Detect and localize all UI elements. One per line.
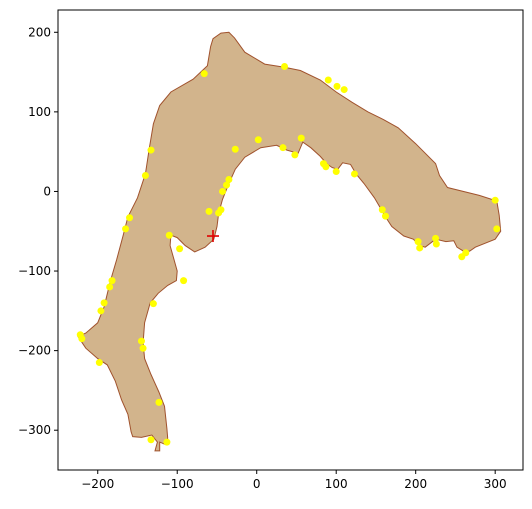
- data-point: [333, 82, 341, 90]
- region-polygon: [77, 31, 502, 452]
- data-point: [147, 146, 155, 154]
- data-point: [78, 335, 86, 343]
- x-tick-label: 200: [404, 477, 427, 491]
- data-point: [416, 244, 424, 252]
- data-point: [324, 76, 332, 84]
- x-tick-label: 0: [253, 477, 261, 491]
- data-point: [432, 240, 440, 248]
- data-point: [100, 299, 108, 307]
- data-point: [176, 245, 184, 253]
- y-tick-label: 0: [43, 184, 51, 198]
- data-point: [332, 168, 340, 176]
- data-point: [122, 225, 130, 233]
- data-point: [200, 70, 208, 78]
- plot-area: [76, 31, 502, 452]
- data-point: [126, 214, 134, 222]
- y-tick-label: −300: [18, 423, 51, 437]
- x-tick-label: 100: [325, 477, 348, 491]
- data-point: [217, 206, 225, 214]
- data-point: [322, 163, 330, 171]
- data-point: [137, 337, 145, 345]
- data-point: [147, 436, 155, 444]
- data-point: [149, 300, 157, 308]
- axes: −200 −100 0 100 200 300 −300 −200 −100 0 100 200: [18, 9, 524, 491]
- data-point: [432, 234, 440, 242]
- data-point: [106, 283, 114, 291]
- y-tick-label: −200: [18, 344, 51, 358]
- data-point: [381, 212, 389, 220]
- data-point: [108, 277, 116, 285]
- data-point: [231, 145, 239, 153]
- data-point: [97, 307, 105, 315]
- y-tick-label: −100: [18, 264, 51, 278]
- data-point: [414, 238, 422, 246]
- data-point: [223, 181, 231, 189]
- data-point: [279, 144, 287, 152]
- data-point: [225, 176, 233, 184]
- y-tick-label: 100: [28, 105, 51, 119]
- data-point: [165, 231, 173, 239]
- data-point: [491, 196, 499, 204]
- data-point: [340, 86, 348, 94]
- data-point: [141, 172, 149, 180]
- data-point: [291, 151, 299, 159]
- data-point: [139, 344, 147, 352]
- data-point: [155, 398, 163, 406]
- data-point: [462, 249, 470, 257]
- plot-content: [76, 31, 502, 452]
- data-point: [95, 359, 103, 367]
- marker-plus: [207, 230, 219, 243]
- data-point: [350, 170, 358, 178]
- data-point: [254, 136, 262, 144]
- data-point: [219, 187, 227, 195]
- data-point: [163, 438, 171, 446]
- data-point: [297, 134, 305, 142]
- x-tick-label: 300: [484, 477, 507, 491]
- x-tick-label: −100: [161, 477, 194, 491]
- data-point: [180, 277, 188, 285]
- data-point: [493, 225, 501, 233]
- axes-frame: [57, 9, 524, 471]
- data-point: [281, 63, 289, 71]
- y-tick-label: 200: [28, 25, 51, 39]
- x-tick-label: −200: [81, 477, 114, 491]
- data-point: [205, 207, 213, 215]
- data-point: [378, 206, 386, 214]
